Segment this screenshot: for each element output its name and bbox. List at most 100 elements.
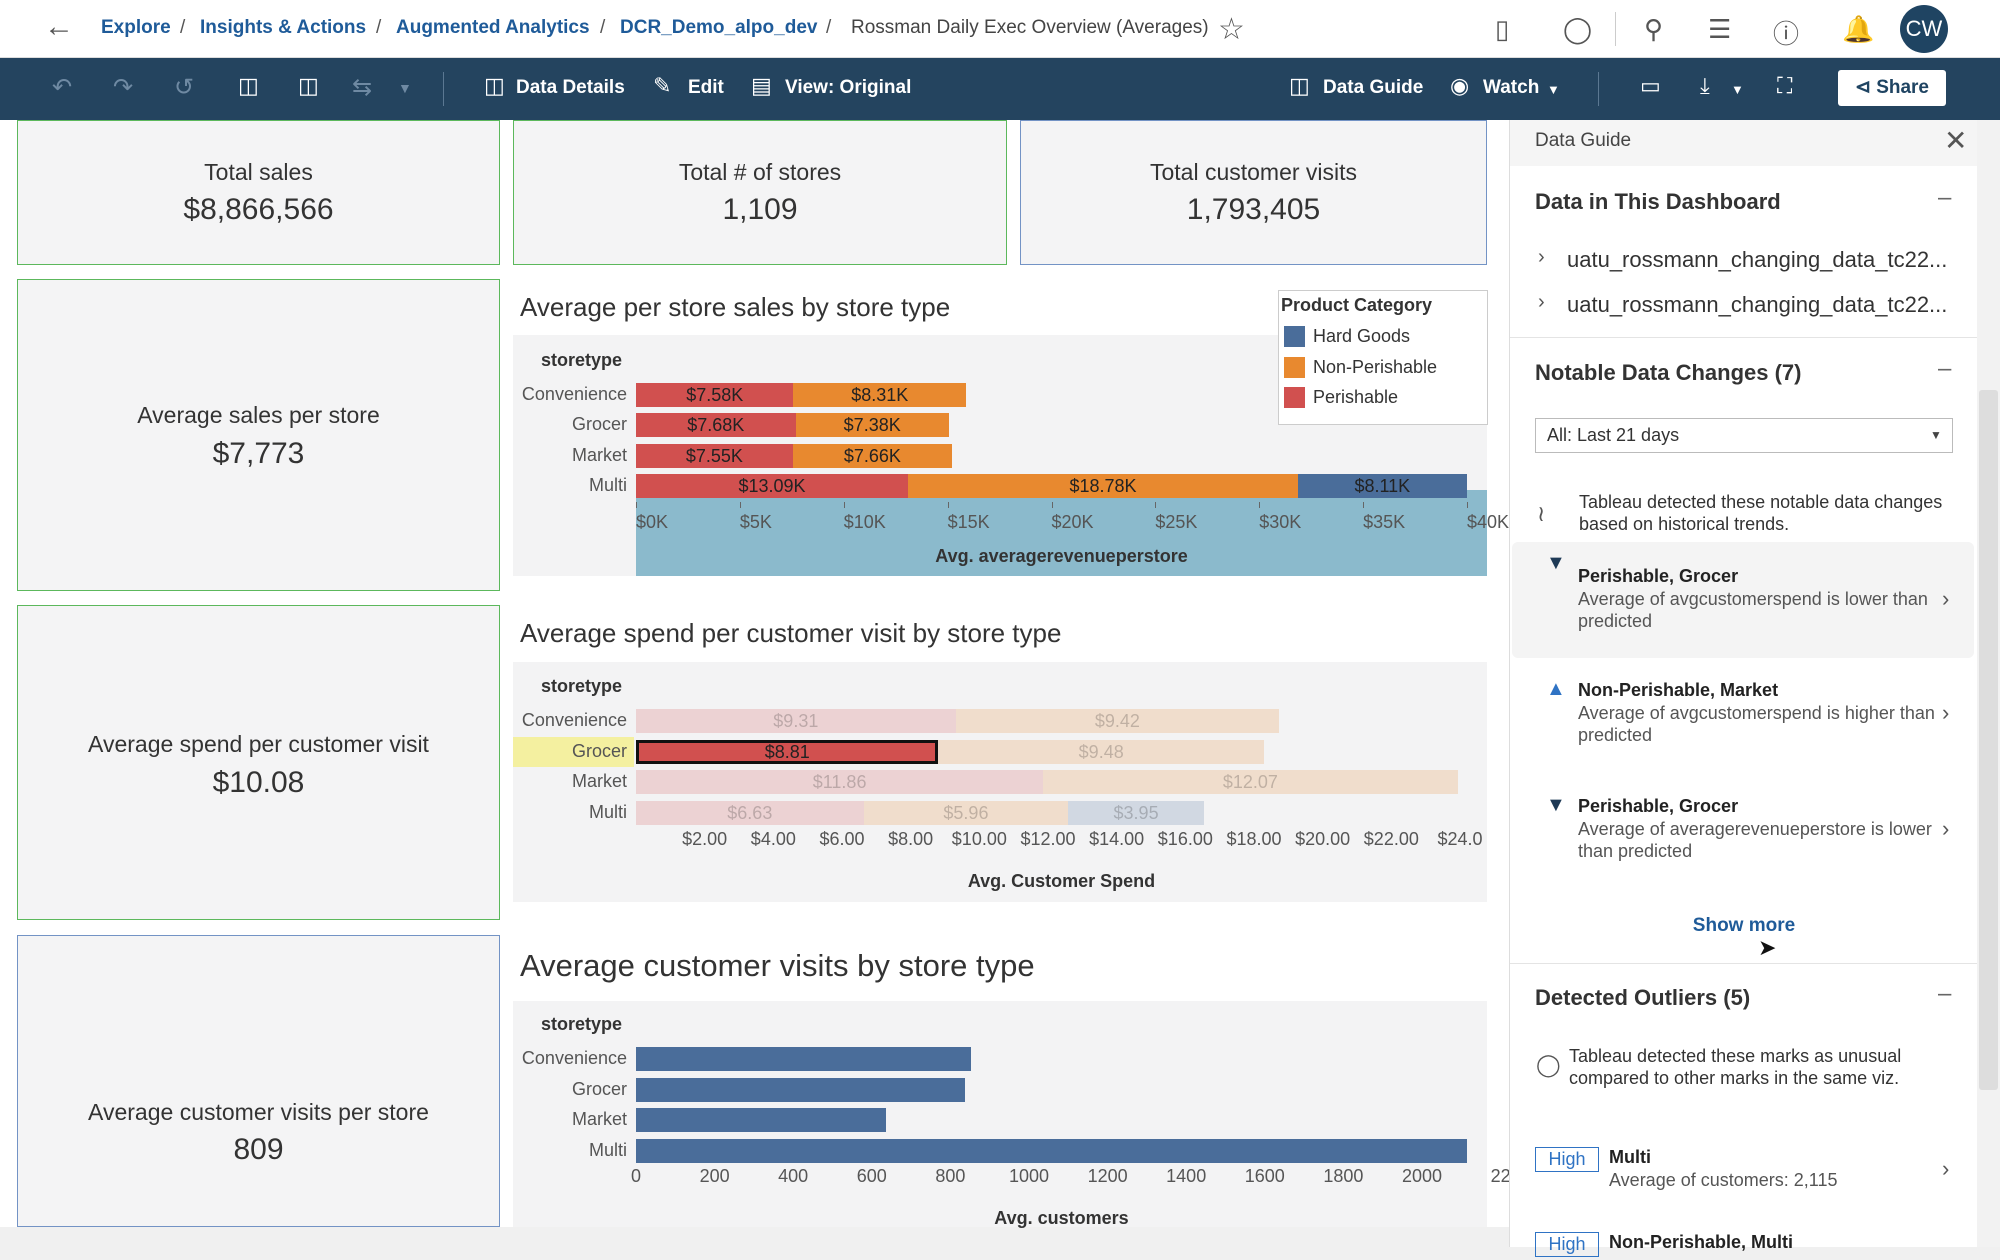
time-range-dropdown[interactable]: All: Last 21 days ▼ <box>1535 418 1953 453</box>
bar-convenience-perishable[interactable] <box>636 383 794 407</box>
show-more-link[interactable]: Show more <box>1692 915 1796 936</box>
category-label-multi[interactable]: Multi <box>588 475 627 495</box>
bar-convenience-non-perishable[interactable] <box>955 709 1280 733</box>
kpi-average-sales-per-store[interactable]: Average sales per store $7,773 <box>17 279 500 591</box>
data-details-button[interactable]: Data Details <box>516 77 625 98</box>
legend-item-hard-goods[interactable]: Hard Goods <box>1313 326 1411 346</box>
row-header: storetype <box>541 1014 623 1034</box>
help-icon[interactable]: ⓘ <box>1773 19 1800 49</box>
bar-multi-perishable[interactable] <box>636 801 864 825</box>
share-button[interactable]: ⊲ Share <box>1838 70 1946 106</box>
data-source-item[interactable]: uatu_rossmann_changing_data_tc22... <box>1567 247 1948 272</box>
refresh-data-icon[interactable]: ◫ <box>238 73 259 98</box>
data-source-item[interactable]: uatu_rossmann_changing_data_tc22... <box>1567 292 1948 317</box>
bar-multi[interactable] <box>636 1139 1468 1163</box>
kpi-total-customer-visits[interactable]: Total customer visits 1,793,405 <box>1020 120 1487 265</box>
data-source-icon[interactable]: ◯ <box>1563 14 1593 44</box>
chevron-down-icon[interactable]: ▼ <box>1731 82 1744 97</box>
close-icon[interactable]: ✕ <box>1944 125 1968 156</box>
bar-grocer[interactable] <box>636 1078 966 1102</box>
visits-by-store-type-chart[interactable]: storetype Convenience Grocer Market Multi 0 20… <box>513 1001 1511 1228</box>
category-label-convenience[interactable]: Convenience <box>521 710 627 730</box>
category-label-grocer[interactable]: Grocer <box>571 741 627 761</box>
bar-multi-hard goods[interactable] <box>1298 474 1467 498</box>
change-item[interactable]: ▼ Perishable, Grocer Average of averager… <box>1510 774 1978 890</box>
kpi-total-sales[interactable]: Total sales $8,866,566 <box>17 120 500 265</box>
data-label: $7.68K <box>687 415 745 435</box>
bar-market-non-perishable[interactable] <box>792 444 952 468</box>
chevron-down-icon[interactable]: ▼ <box>1547 82 1560 97</box>
data-guide-button[interactable]: Data Guide <box>1323 77 1424 98</box>
fullscreen-icon[interactable]: ⛶ <box>1777 73 1793 98</box>
chevron-right-icon[interactable]: › <box>1538 291 1545 313</box>
bar-multi-non-perishable[interactable] <box>863 801 1069 825</box>
redo-icon[interactable]: ↷ <box>113 74 134 101</box>
category-label-market[interactable]: Market <box>571 445 627 465</box>
bar-convenience-non-perishable[interactable] <box>793 383 967 407</box>
tick-label: $0K <box>636 512 669 532</box>
category-label-convenience[interactable]: Convenience <box>521 384 627 404</box>
bar-convenience[interactable] <box>636 1047 972 1071</box>
bar-market-perishable[interactable] <box>636 444 793 468</box>
watch-button[interactable]: Watch <box>1483 77 1540 98</box>
custom-views-icon[interactable]: ☰ <box>1708 14 1732 44</box>
kpi-average-visits-per-store[interactable]: Average customer visits per store 809 <box>17 935 500 1227</box>
change-item[interactable]: ▼ Perishable, Grocer Average of avgcusto… <box>1510 542 1978 658</box>
category-label-convenience[interactable]: Convenience <box>521 1048 627 1068</box>
bar-grocer-non-perishable[interactable] <box>795 413 949 437</box>
search-icon[interactable]: ⚲ <box>1644 14 1664 44</box>
revert-icon[interactable]: ↺ <box>174 74 195 101</box>
view-original-button[interactable]: View: Original <box>785 77 912 98</box>
back-arrow-icon[interactable]: ← <box>44 10 74 43</box>
kpi-average-spend-per-visit[interactable]: Average spend per customer visit $10.08 <box>17 605 500 920</box>
bar-market[interactable] <box>636 1108 886 1132</box>
collapse-icon[interactable]: – <box>1938 355 1952 382</box>
outlier-item[interactable]: High Multi Average of customers: 2,115 › <box>1510 1130 1978 1200</box>
bar-convenience-perishable[interactable] <box>636 709 956 733</box>
breadcrumb-augmented-analytics[interactable]: Augmented Analytics <box>396 17 590 38</box>
bar-grocer-non-perishable[interactable] <box>938 740 1264 764</box>
collapse-icon[interactable]: – <box>1938 184 1952 211</box>
notifications-bell-icon[interactable]: 🔔 <box>1842 14 1875 44</box>
bar-grocer-perishable[interactable] <box>636 740 939 764</box>
bar-grocer-perishable[interactable] <box>636 413 796 437</box>
comments-icon[interactable]: ▭ <box>1640 73 1661 98</box>
change-item[interactable]: ▲ Non-Perishable, Market Average of avgc… <box>1510 658 1978 774</box>
replay-icon[interactable]: ⇆ <box>352 74 373 101</box>
chevron-down-icon[interactable]: ▼ <box>398 80 412 96</box>
tick-label: $8.00 <box>888 829 934 849</box>
device-preview-icon[interactable]: ▯ <box>1495 14 1510 44</box>
category-label-market[interactable]: Market <box>571 771 627 791</box>
kpi-total-stores[interactable]: Total # of stores 1,109 <box>513 120 1007 265</box>
legend-item-perishable[interactable]: Perishable <box>1313 387 1399 407</box>
data-label: $7.58K <box>686 385 744 405</box>
category-label-grocer[interactable]: Grocer <box>571 414 627 434</box>
data-label: $7.38K <box>843 415 901 435</box>
pause-updates-icon[interactable]: ◫ <box>298 73 319 98</box>
tick-label: $16.00 <box>1157 829 1213 849</box>
outlier-item[interactable]: High Non-Perishable, Multi <box>1510 1220 1978 1260</box>
category-label-grocer[interactable]: Grocer <box>571 1079 627 1099</box>
bar-multi-perishable[interactable] <box>636 474 908 498</box>
chevron-right-icon[interactable]: › <box>1538 246 1545 268</box>
avatar[interactable]: CW <box>1900 5 1948 53</box>
scrollbar-thumb[interactable] <box>1979 390 1998 1090</box>
spend-by-store-type-chart[interactable]: storetype Convenience $9.31 $9.42 Grocer $8.8… <box>513 662 1487 902</box>
bar-multi-non-perishable[interactable] <box>907 474 1299 498</box>
bar-market-perishable[interactable] <box>636 770 1044 794</box>
collapse-icon[interactable]: – <box>1938 980 1952 1007</box>
breadcrumb-insights-actions[interactable]: Insights & Actions <box>200 17 367 38</box>
bar-multi-hard goods[interactable] <box>1068 801 1204 825</box>
breadcrumb-explore[interactable]: Explore <box>101 17 171 38</box>
view-icon: ▤ <box>751 73 772 98</box>
undo-icon[interactable]: ↶ <box>52 74 73 101</box>
breadcrumb-workbook[interactable]: DCR_Demo_alpo_dev <box>620 17 818 38</box>
edit-button[interactable]: Edit <box>688 77 724 98</box>
category-label-market[interactable]: Market <box>571 1109 627 1129</box>
download-icon[interactable]: ⤓ <box>1700 73 1710 98</box>
category-label-multi[interactable]: Multi <box>588 1140 627 1160</box>
bar-market-non-perishable[interactable] <box>1043 770 1458 794</box>
legend-item-non-perishable[interactable]: Non-Perishable <box>1313 357 1438 377</box>
category-label-multi[interactable]: Multi <box>588 802 627 822</box>
star-favorite-icon[interactable]: ☆ <box>1218 13 1245 46</box>
